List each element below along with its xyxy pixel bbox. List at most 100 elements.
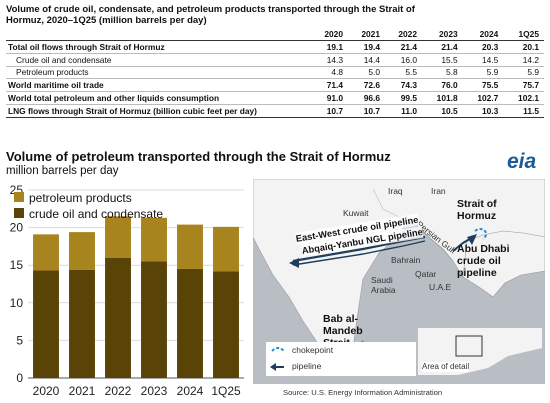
legend-swatch xyxy=(14,208,24,218)
table-cell: 96.6 xyxy=(348,91,385,105)
map-label-qatar: Qatar xyxy=(415,269,437,279)
bar-products xyxy=(33,234,59,271)
y-tick-label: 20 xyxy=(10,221,24,235)
x-tick-label: 2022 xyxy=(105,384,132,398)
legend-swatch xyxy=(14,192,24,202)
table-cell: 15.5 xyxy=(422,53,463,67)
area-of-detail-label: Area of detail xyxy=(422,362,470,372)
row-label: Crude oil and condensate xyxy=(6,53,311,67)
abqaiq-yanbu-pipeline xyxy=(292,240,426,266)
table-cell: 5.9 xyxy=(503,66,544,80)
table-cell: 10.7 xyxy=(348,104,385,118)
column-header: 2020 xyxy=(311,28,348,41)
table-cell: 101.8 xyxy=(422,91,463,105)
table-cell: 5.9 xyxy=(462,66,504,80)
table-cell: 19.1 xyxy=(311,40,348,54)
bar-crude xyxy=(33,270,59,378)
bar-crude xyxy=(213,271,239,378)
table-cell: 4.8 xyxy=(311,66,348,80)
column-header: 1Q25 xyxy=(503,28,544,41)
legend-chokepoint-label: chokepoint xyxy=(292,345,334,355)
bar-products xyxy=(105,216,131,258)
table-cell: 75.7 xyxy=(503,78,544,93)
bar-products xyxy=(141,217,167,262)
row-label: World maritime oil trade xyxy=(6,78,311,93)
table-title: Volume of crude oil, condensate, and pet… xyxy=(6,4,415,26)
row-label: Total oil flows through Strait of Hormuz xyxy=(6,40,311,54)
chart-subtitle: million barrels per day xyxy=(6,165,119,177)
column-header: 2023 xyxy=(422,28,463,41)
legend-label: crude oil and condensate xyxy=(29,207,163,221)
eia-logo: eia xyxy=(507,150,537,173)
map-label-uae: U.A.E xyxy=(429,282,452,292)
x-tick-label: 2021 xyxy=(69,384,96,398)
table-cell: 21.4 xyxy=(422,40,463,54)
bar-crude xyxy=(177,268,203,378)
map-label-iraq: Iraq xyxy=(388,186,403,196)
table-cell: 99.5 xyxy=(385,91,422,105)
table-cell: 14.5 xyxy=(462,53,504,67)
table-cell: 71.4 xyxy=(311,78,348,93)
pipeline-arrowhead xyxy=(467,234,477,245)
bar-products xyxy=(69,232,95,270)
table-cell: 16.0 xyxy=(385,53,422,67)
legend-pipeline-label: pipeline xyxy=(292,361,322,371)
hormuz-chokepoint xyxy=(474,228,488,240)
legend-label: petroleum products xyxy=(29,191,132,205)
row-label: LNG flows through Strait of Hormuz (bill… xyxy=(6,104,311,118)
table-cell: 14.2 xyxy=(503,53,544,67)
table-cell: 76.0 xyxy=(422,78,463,93)
table-cell: 5.8 xyxy=(422,66,463,80)
map-label-strait-of-hormuz: Strait of Hormuz xyxy=(457,198,497,222)
map-label-kuwait: Kuwait xyxy=(343,208,369,218)
map-label-iran: Iran xyxy=(431,186,446,196)
y-tick-label: 0 xyxy=(16,371,23,385)
y-tick-label: 15 xyxy=(10,258,24,272)
x-tick-label: 2024 xyxy=(177,384,204,398)
table-cell: 10.7 xyxy=(311,104,348,118)
table-cell: 20.1 xyxy=(503,40,544,54)
map-label-saudi-arabia: Saudi Arabia xyxy=(371,275,396,295)
source-note: Source: U.S. Energy Information Administ… xyxy=(283,388,443,397)
map-label-abu-dhabi-pipeline: Abu Dhabi crude oil pipeline xyxy=(457,243,510,279)
table-cell: 102.1 xyxy=(503,91,544,105)
table-cell: 14.4 xyxy=(348,53,385,67)
bar-crude xyxy=(69,269,95,378)
table-row: LNG flows through Strait of Hormuz (bill… xyxy=(6,104,544,118)
table-header-row: 2020 2021 2022 2023 2024 1Q25 xyxy=(6,28,544,41)
table-cell: 72.6 xyxy=(348,78,385,93)
column-header: 2022 xyxy=(385,28,422,41)
table-cell: 10.3 xyxy=(462,104,504,118)
table-cell: 20.3 xyxy=(462,40,504,54)
table-row: Petroleum products 4.8 5.0 5.5 5.8 5.9 5.9 xyxy=(6,66,544,80)
bar-products xyxy=(213,226,239,272)
chart-title: Volume of petroleum transported through … xyxy=(6,149,391,164)
x-tick-label: 1Q25 xyxy=(211,384,241,398)
pipeline-arrowhead xyxy=(289,258,299,268)
legend-symbols xyxy=(270,347,285,371)
table-cell: 5.0 xyxy=(348,66,385,80)
table-row: Crude oil and condensate 14.3 14.4 16.0 15.5… xyxy=(6,53,544,67)
table-cell: 11.5 xyxy=(503,104,544,118)
map-label-bahrain: Bahrain xyxy=(391,255,421,265)
table-row: World total petroleum and other liquids … xyxy=(6,91,544,105)
table-cell: 21.4 xyxy=(385,40,422,54)
table-row: World maritime oil trade 71.4 72.6 74.3 76.0… xyxy=(6,78,544,93)
table-cell: 74.3 xyxy=(385,78,422,93)
column-header: 2021 xyxy=(348,28,385,41)
table-cell: 75.5 xyxy=(462,78,504,93)
table-cell: 91.0 xyxy=(311,91,348,105)
oil-flows-table: 2020 2021 2022 2023 2024 1Q25 Total oil … xyxy=(6,28,544,118)
area-of-detail-inset: Area of detail xyxy=(418,328,542,375)
column-header: 2024 xyxy=(462,28,504,41)
x-tick-label: 2023 xyxy=(141,384,168,398)
table-cell: 19.4 xyxy=(348,40,385,54)
y-tick-label: 10 xyxy=(10,296,24,310)
x-tick-label: 2020 xyxy=(33,384,60,398)
chokepoint-legend-icon xyxy=(271,347,285,352)
bar-crude xyxy=(141,261,167,378)
row-label: World total petroleum and other liquids … xyxy=(6,91,311,105)
map-legend: chokepoint pipeline xyxy=(266,342,416,376)
bar-products xyxy=(177,224,203,269)
